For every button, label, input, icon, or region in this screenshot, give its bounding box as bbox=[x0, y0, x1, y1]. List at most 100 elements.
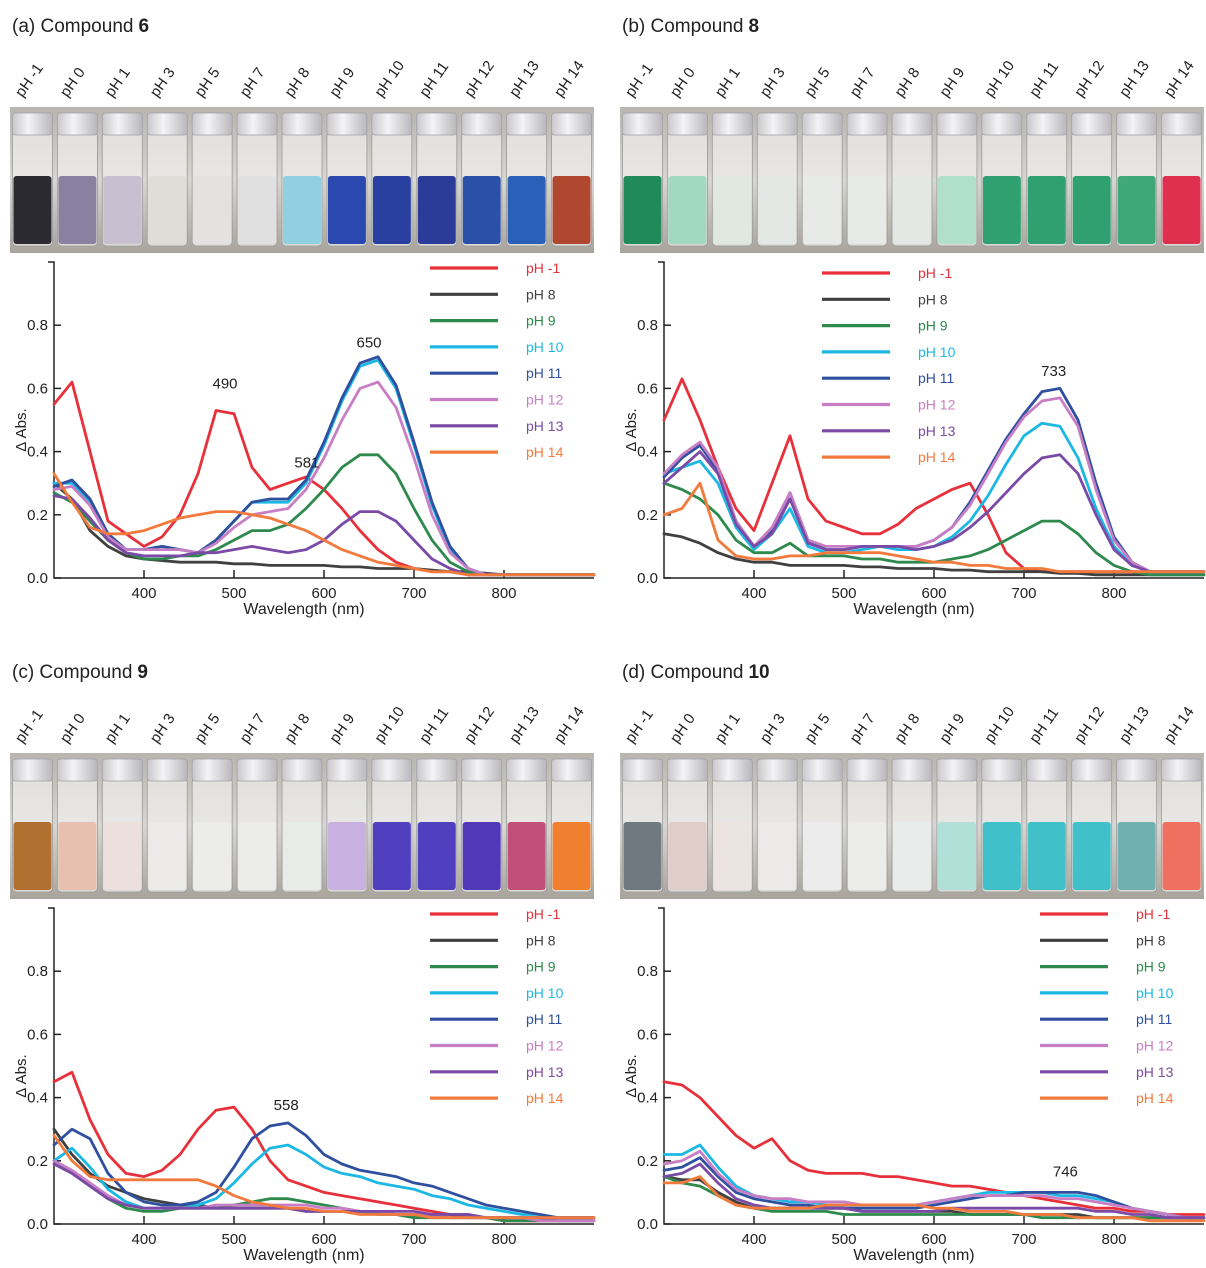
vial-cap bbox=[622, 112, 663, 136]
vial-label: pH 7 bbox=[236, 65, 268, 101]
vial-photo bbox=[620, 107, 1204, 253]
vial-photo bbox=[10, 107, 594, 253]
series-line bbox=[52, 355, 596, 577]
vial-cap bbox=[371, 112, 413, 136]
vial-liquid bbox=[803, 822, 842, 890]
legend-label: pH 12 bbox=[918, 397, 956, 413]
vial-liquid bbox=[327, 822, 366, 890]
y-tick-label: 0.2 bbox=[27, 507, 48, 524]
vial-liquid bbox=[238, 822, 277, 890]
axes bbox=[658, 907, 1204, 1225]
legend-label: pH 14 bbox=[1136, 1090, 1174, 1106]
vial-cap bbox=[56, 112, 98, 136]
vial-label: pH 13 bbox=[506, 58, 543, 101]
vial-liquid bbox=[893, 176, 931, 244]
y-axis-label: Δ Abs. bbox=[13, 1054, 30, 1097]
legend-label: pH 13 bbox=[526, 418, 564, 434]
vial-label: pH 3 bbox=[757, 65, 789, 101]
vial-liquid bbox=[1117, 176, 1156, 244]
series-line bbox=[662, 532, 1206, 577]
vial-label: pH 0 bbox=[667, 711, 699, 747]
legend-label: pH 10 bbox=[526, 985, 564, 1001]
vial-cap bbox=[711, 758, 753, 782]
vial-liquid bbox=[507, 176, 546, 244]
vial-label: pH 0 bbox=[667, 65, 699, 101]
y-tick-label: 0.6 bbox=[637, 1026, 658, 1043]
vial-liquid bbox=[372, 176, 411, 244]
vial-label: pH -1 bbox=[12, 60, 47, 100]
vial-label: pH 10 bbox=[371, 58, 408, 101]
vial-cap bbox=[146, 758, 188, 782]
vial-label: pH 14 bbox=[1161, 704, 1198, 747]
vial-photo bbox=[10, 753, 594, 899]
vial-label: pH 11 bbox=[416, 59, 452, 101]
legend-label: pH 11 bbox=[918, 370, 955, 386]
vial-liquid bbox=[283, 176, 321, 244]
vial-label: pH 0 bbox=[57, 65, 89, 101]
vial-label: pH 13 bbox=[1116, 704, 1153, 747]
vial-cap bbox=[936, 758, 978, 782]
series-line bbox=[52, 380, 596, 577]
vial-cap bbox=[1026, 758, 1068, 782]
vial-liquid bbox=[758, 176, 797, 244]
vial-cap bbox=[326, 112, 368, 136]
vial-label: pH 8 bbox=[281, 711, 313, 747]
vial-label: pH 7 bbox=[846, 65, 878, 101]
legend-label: pH 8 bbox=[1136, 932, 1166, 948]
vial-liquid bbox=[982, 822, 1021, 890]
legend-label: pH 12 bbox=[526, 392, 564, 408]
legend-label: pH 13 bbox=[526, 1064, 564, 1080]
vial-cap bbox=[461, 758, 503, 782]
vial-cap bbox=[891, 758, 933, 782]
vial-label: pH 12 bbox=[1071, 704, 1108, 747]
peak-annotation: 650 bbox=[356, 334, 381, 351]
vial-label: pH 9 bbox=[936, 711, 968, 747]
vial-label: pH 8 bbox=[891, 711, 923, 747]
y-tick-label: 0.4 bbox=[637, 444, 658, 461]
series-line bbox=[52, 494, 596, 577]
y-axis-label: Δ Abs. bbox=[623, 408, 640, 451]
x-tick-label: 800 bbox=[491, 585, 516, 602]
vial-cap bbox=[146, 112, 188, 136]
vial-cap bbox=[506, 758, 548, 782]
legend-label: pH 10 bbox=[918, 344, 956, 360]
vial-cap bbox=[1071, 112, 1113, 136]
y-axis-label: Δ Abs. bbox=[13, 408, 30, 451]
x-tick-label: 500 bbox=[831, 1231, 856, 1248]
series-line bbox=[662, 1156, 1206, 1220]
panel-title: (c) Compound 9 bbox=[12, 662, 148, 683]
vial-liquid bbox=[552, 176, 591, 244]
series-line bbox=[662, 1175, 1206, 1223]
legend-label: pH 8 bbox=[526, 932, 556, 948]
x-tick-label: 400 bbox=[741, 585, 766, 602]
vial-liquid bbox=[1027, 822, 1066, 890]
y-tick-label: 0.8 bbox=[27, 317, 48, 334]
vial-label: pH 3 bbox=[147, 65, 179, 101]
vial-cap bbox=[801, 112, 843, 136]
vial-cap bbox=[461, 112, 503, 136]
y-tick-label: 0.0 bbox=[27, 1216, 48, 1233]
x-tick-label: 400 bbox=[741, 1231, 766, 1248]
panel-title: (d) Compound 10 bbox=[622, 662, 770, 683]
vial-cap bbox=[191, 112, 233, 136]
vial-cap bbox=[371, 758, 413, 782]
legend-label: pH 14 bbox=[526, 444, 564, 460]
legend-label: pH 14 bbox=[918, 449, 956, 465]
series-line bbox=[662, 1162, 1206, 1220]
vial-liquid bbox=[1072, 822, 1111, 890]
vial-liquid bbox=[13, 822, 52, 890]
y-tick-label: 0.6 bbox=[27, 380, 48, 397]
x-axis-label: Wavelength (nm) bbox=[243, 1247, 364, 1264]
vial-cap bbox=[801, 758, 843, 782]
legend-label: pH -1 bbox=[1136, 906, 1170, 922]
vial-liquid bbox=[462, 822, 501, 890]
series-line bbox=[52, 1134, 596, 1220]
vial-label: pH 1 bbox=[102, 711, 134, 747]
x-tick-label: 600 bbox=[921, 1231, 946, 1248]
vial-cap bbox=[416, 112, 458, 136]
vial-liquid bbox=[417, 822, 456, 890]
compound-number: 10 bbox=[748, 662, 769, 683]
vial-label: pH 10 bbox=[981, 704, 1018, 747]
vial-cap bbox=[326, 758, 368, 782]
